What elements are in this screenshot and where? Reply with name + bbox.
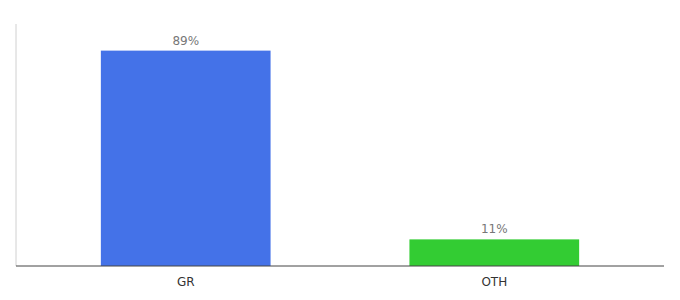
x-tick-label: OTH bbox=[481, 275, 507, 289]
chart-svg: 89% GR 11% OTH bbox=[0, 0, 680, 300]
data-label: 89% bbox=[172, 34, 199, 48]
bars bbox=[101, 51, 579, 266]
bar bbox=[101, 51, 271, 266]
y-axis-line bbox=[16, 24, 17, 266]
plot-area bbox=[16, 24, 579, 266]
chart-container: 89% GR 11% OTH bbox=[0, 0, 680, 300]
x-tick-label: GR bbox=[177, 275, 195, 289]
labels: 89% GR 11% OTH bbox=[172, 34, 507, 289]
bar bbox=[409, 239, 579, 266]
x-axis-line bbox=[16, 266, 664, 267]
data-label: 11% bbox=[481, 222, 508, 236]
